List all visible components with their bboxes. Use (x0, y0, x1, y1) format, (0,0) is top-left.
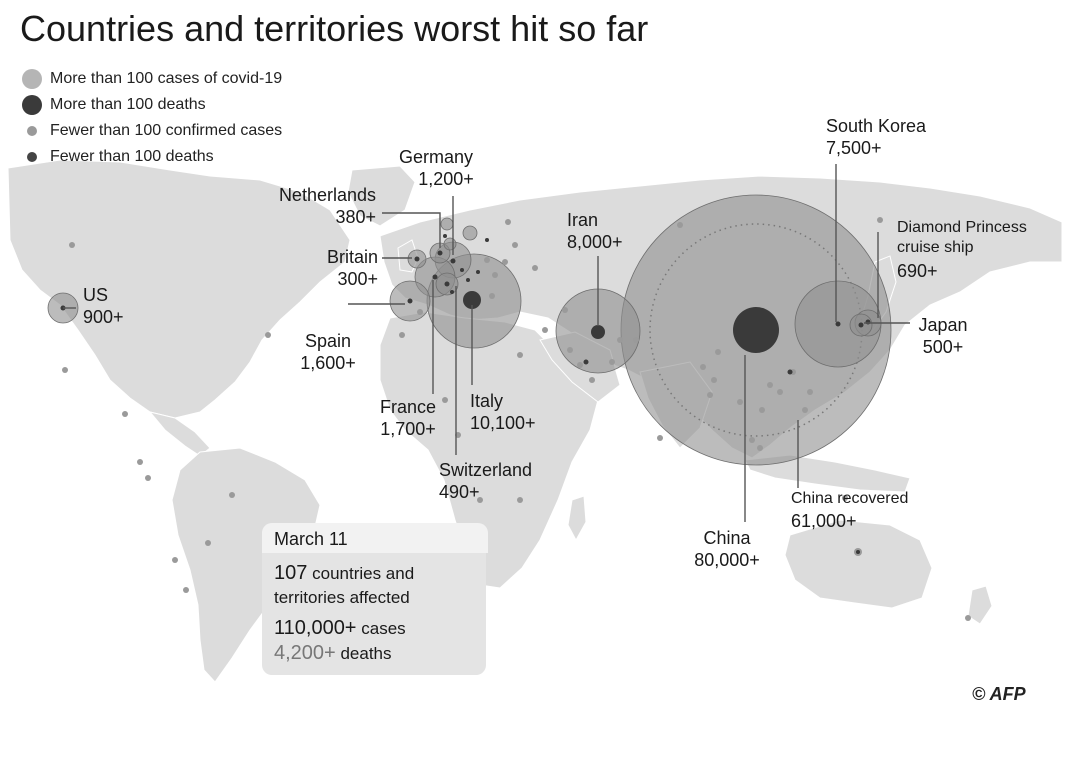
label-britain-name: Britain (326, 247, 378, 267)
label-switzerland-name: Switzerland (439, 460, 533, 480)
summary-cases-count: 110,000+ (274, 617, 357, 639)
norway-cases-bubble (440, 217, 454, 231)
label-diamond-princess-name-2: cruise ship (897, 239, 974, 256)
netherlands-leader (382, 212, 441, 248)
large-light-circle-icon (22, 69, 42, 89)
legend: More than 100 cases of covid-19 More tha… (22, 66, 282, 170)
summary-body: 107 countries and territories affected 1… (274, 561, 414, 666)
summary-countries-line: 107 countries and (274, 561, 414, 586)
greenland-land (347, 165, 416, 227)
label-italy: Italy 10,100+ (470, 390, 536, 434)
south-america-land (171, 447, 321, 683)
label-japan: Japan 500+ (910, 314, 976, 358)
label-japan-name: Japan (918, 315, 968, 335)
label-china: China 80,000+ (684, 527, 770, 571)
label-france-name: France (379, 397, 437, 417)
legend-label: Fewer than 100 confirmed cases (50, 122, 283, 139)
label-iran-name: Iran (567, 210, 599, 230)
legend-label: More than 100 deaths (50, 96, 206, 113)
legend-label: More than 100 cases of covid-19 (50, 70, 283, 87)
legend-item-deaths: More than 100 deaths (22, 92, 282, 118)
label-us: US 900+ (83, 284, 124, 328)
label-diamond-princess-name: Diamond Princess (897, 219, 1027, 236)
small-dark-circle-icon (27, 152, 37, 162)
label-netherlands: Netherlands 380+ (240, 184, 376, 228)
label-netherlands-value: 380+ (335, 207, 376, 227)
label-china-value: 80,000+ (694, 550, 760, 570)
label-china-name: China (703, 528, 751, 548)
label-switzerland-value: 490+ (439, 482, 480, 502)
label-iran: Iran 8,000+ (567, 209, 623, 253)
label-us-name: US (83, 285, 109, 305)
legend-item-cases: More than 100 cases of covid-19 (22, 66, 282, 92)
label-britain: Britain 300+ (300, 246, 378, 290)
legend-item-few-deaths: Fewer than 100 deaths (22, 144, 282, 170)
afp-credit: © AFP (972, 684, 1026, 704)
label-germany-name: Germany (398, 147, 474, 167)
label-china-recovered-name: China recovered (791, 490, 909, 507)
summary-cases-text: cases (361, 619, 406, 638)
label-south-korea-name: South Korea (826, 116, 927, 136)
label-france: France 1,700+ (370, 396, 446, 440)
label-netherlands-name: Netherlands (278, 185, 376, 205)
label-china-recovered-value: 61,000+ (791, 511, 857, 531)
legend-label: Fewer than 100 deaths (50, 148, 214, 165)
page-title: Countries and territories worst hit so f… (20, 8, 649, 49)
madagascar-land (567, 495, 587, 542)
label-south-korea-value: 7,500+ (826, 138, 882, 158)
label-italy-name: Italy (470, 391, 504, 411)
summary-cases-line: 110,000+ cases (274, 616, 414, 641)
label-spain-name: Spain (304, 331, 352, 351)
label-iran-value: 8,000+ (567, 232, 623, 252)
label-diamond-princess-value: 690+ (897, 261, 938, 281)
small-light-circle-icon (27, 126, 37, 136)
label-spain: Spain 1,600+ (290, 330, 366, 374)
large-dark-circle-icon (22, 95, 42, 115)
iran-deaths-bubble (591, 325, 605, 339)
summary-deaths-text: deaths (340, 644, 392, 663)
summary-deaths-line: 4,200+ deaths (274, 641, 414, 666)
summary-countries-count: 107 (274, 562, 308, 584)
label-germany: Germany 1,200+ (386, 146, 486, 190)
china-deaths-bubble (733, 307, 779, 353)
north-america-land (7, 159, 351, 419)
australia-land (784, 519, 933, 609)
summary-countries-text-2: territories affected (274, 588, 410, 607)
central-america-land (148, 411, 211, 457)
label-france-value: 1,700+ (380, 419, 436, 439)
belgium-cases-bubble (443, 237, 457, 251)
summary-box: March 11 107 countries and territories a… (262, 523, 488, 675)
label-britain-value: 300+ (337, 269, 378, 289)
new-zealand-land (967, 585, 993, 625)
sweden-cases-bubble (462, 225, 478, 241)
summary-countries-text: countries and (312, 564, 415, 583)
label-switzerland: Switzerland 490+ (439, 459, 532, 503)
label-germany-value: 1,200+ (418, 169, 474, 189)
summary-deaths-count: 4,200+ (274, 642, 336, 664)
southeast-asia-islands-land (744, 454, 911, 493)
legend-item-few-cases: Fewer than 100 confirmed cases (22, 118, 282, 144)
label-china-recovered: China recovered 61,000+ (791, 489, 908, 531)
italy-deaths-bubble (463, 291, 481, 309)
label-diamond-princess: Diamond Princess cruise ship 690+ (897, 218, 1027, 281)
label-italy-value: 10,100+ (470, 413, 536, 433)
label-spain-value: 1,600+ (300, 353, 356, 373)
summary-date: March 11 (262, 523, 488, 553)
label-japan-value: 500+ (922, 337, 964, 357)
label-south-korea: South Korea 7,500+ (826, 115, 926, 159)
label-us-value: 900+ (83, 307, 124, 327)
africa-land (379, 311, 599, 589)
